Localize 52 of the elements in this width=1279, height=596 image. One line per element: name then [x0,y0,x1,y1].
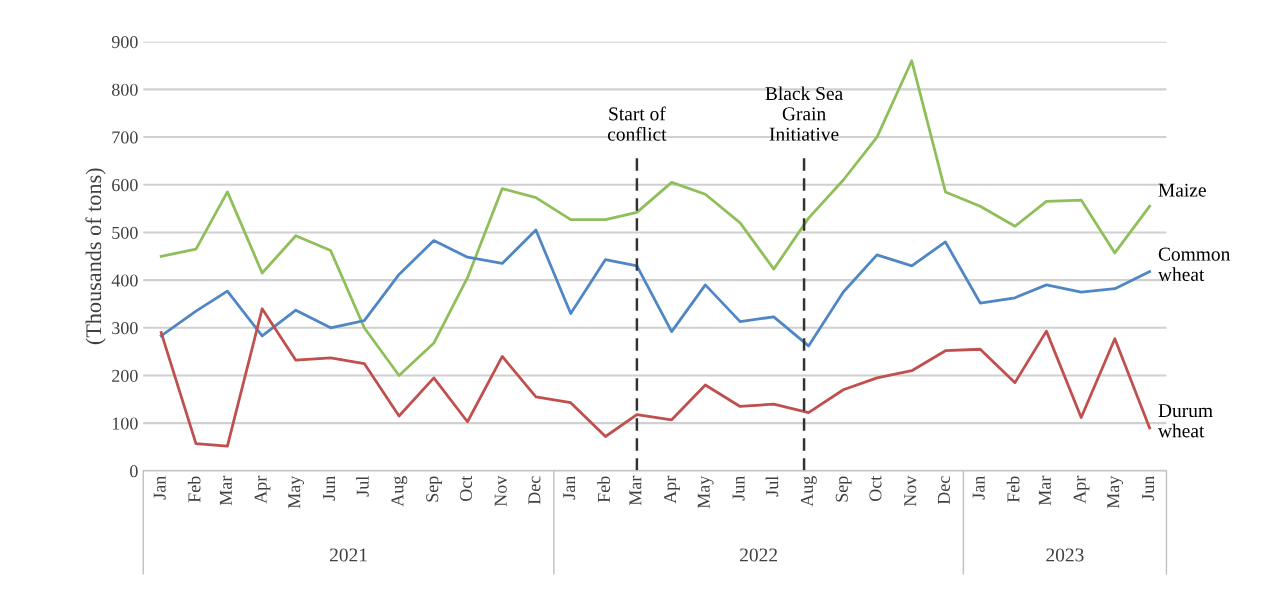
y-tick-label: 200 [112,369,138,382]
x-tick-label: Apr [664,475,680,504]
y-tick-label: 0 [130,465,138,478]
line-series [159,59,1152,377]
x-tick-label: Jan [972,475,985,500]
x-tick-label: Dec [937,476,950,505]
text: 2022 [740,548,777,562]
y-tick-label: 800 [111,83,138,96]
x-tick-label: Jun [1142,475,1155,501]
y-tick-label: 500 [112,226,138,239]
x-tick-label: Jul [356,476,369,497]
x-tick-label: Mar [1038,475,1051,506]
x-tick-label: Nov [904,475,917,507]
x-tick-label: May [1107,475,1124,509]
ref-line-label: Start of conflict [607,106,667,141]
x-tick-label: May [288,475,305,509]
x-tick-label: Sep [426,476,443,502]
y-tick-label: 300 [112,322,138,335]
x-tick-label: Apr [254,475,271,504]
series-label: Durum wheat [1157,404,1213,438]
x-tick-label: Mar [629,475,642,506]
x-tick-label: Jun [732,475,745,501]
x-tick-label: Jan [563,475,576,500]
x-tick-label: Aug [391,476,408,507]
y-tick-label: 400 [111,274,138,287]
x-tick-label: Oct [869,475,882,502]
x-tick-label: Oct [459,475,473,502]
y-axis-title: (Thousands of tons) [85,168,106,345]
series-label: Maize [1158,183,1206,197]
line-series [159,228,1152,348]
x-tick-label: Jun [323,475,336,501]
text: 2023 [1046,548,1084,562]
x-tick-label: Dec [528,476,541,505]
x-tick-label: Feb [597,476,610,503]
series-label: Common wheat [1157,247,1231,282]
x-tick-label: Mar [219,475,232,506]
x-tick-label: Jan [153,475,166,500]
ref-line-label: Black Sea Grain Initiative [765,86,843,141]
x-tick-label: Apr [1073,475,1090,504]
x-tick-label: Jul [765,476,779,497]
x-tick-label: Feb [187,476,201,503]
x-tick-label: Feb [1006,476,1020,503]
x-tick-label: Aug [800,476,817,507]
x-tick-label: Sep [835,476,852,502]
x-tick-label: Nov [494,475,507,507]
y-tick-label: 900 [111,35,138,49]
text: 2021 [329,548,367,562]
y-tick-label: 100 [112,417,138,430]
line-series [159,307,1152,448]
y-tick-label: 600 [112,179,138,192]
y-tick-label: 700 [112,131,138,144]
x-tick-label: May [697,475,714,509]
